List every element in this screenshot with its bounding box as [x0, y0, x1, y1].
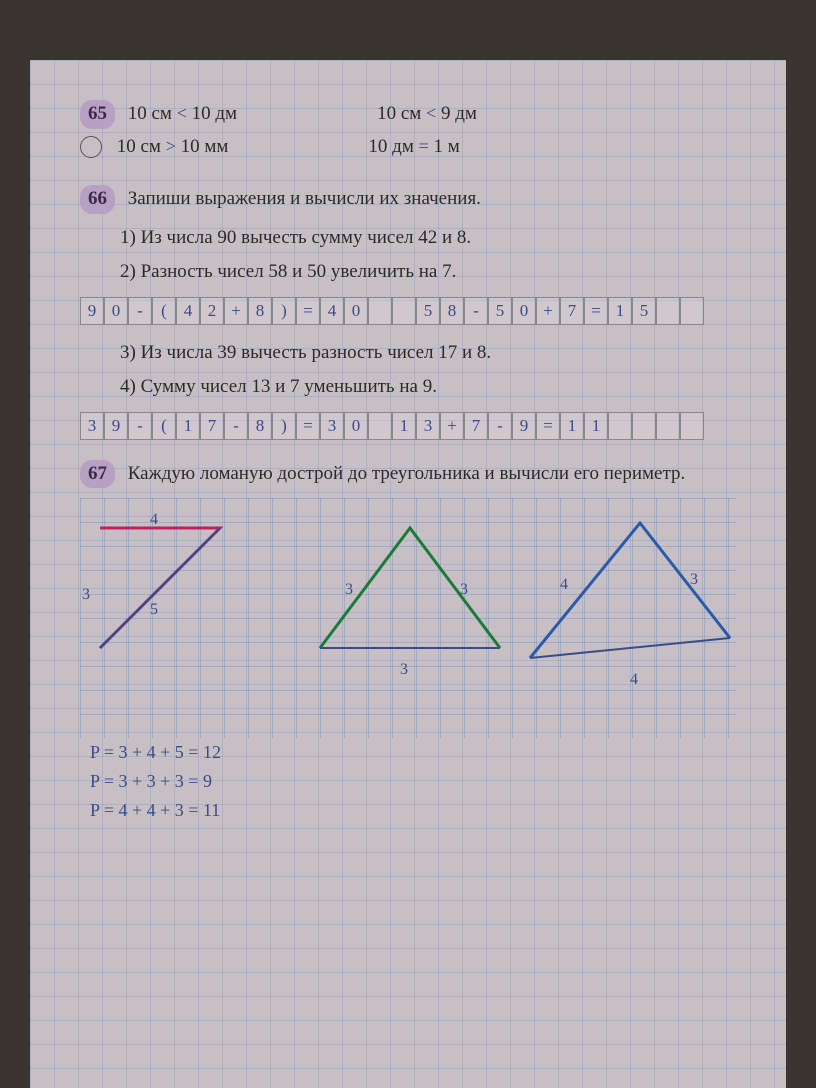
answer-cell: -	[128, 297, 152, 325]
triangle-side-label: 5	[150, 598, 158, 622]
ex66-title: Запиши выражения и вычисли их значения.	[128, 188, 481, 209]
answer-cell: 1	[584, 412, 608, 440]
triangle-side-label: 3	[82, 583, 90, 607]
answer-cell: -	[464, 297, 488, 325]
ex65-r1-la: 10 см	[117, 136, 161, 157]
answer-cell: 0	[512, 297, 536, 325]
ex67-number: 67	[80, 460, 115, 489]
answer-cell: 5	[416, 297, 440, 325]
triangle-side-label: 3	[345, 578, 353, 602]
answer-cell: 8	[248, 412, 272, 440]
ex65-row-1: 65 10 см < 10 дм 10 см < 9 дм	[80, 100, 736, 129]
answer-cell	[608, 412, 632, 440]
face-icon	[80, 136, 102, 158]
answer-cell: +	[440, 412, 464, 440]
ex65-number: 65	[80, 100, 115, 129]
answer-cell	[632, 412, 656, 440]
triangle-side-label: 3	[460, 578, 468, 602]
answer-cell: 1	[392, 412, 416, 440]
ex65-r0-la: 10 см	[128, 103, 172, 124]
answer-cell: 5	[632, 297, 656, 325]
ex65-row-2: 10 см > 10 мм 10 дм = 1 м	[80, 133, 736, 162]
ex65-r1-lop: >	[166, 136, 176, 156]
answer-cell: 7	[200, 412, 224, 440]
ex66-item-3: 3) Из числа 39 вычесть разность чисел 17…	[120, 339, 736, 368]
perimeter-1: P = 3 + 4 + 5 = 12	[90, 738, 736, 767]
answer-cell: 0	[344, 412, 368, 440]
answer-cell	[656, 412, 680, 440]
ex65-r1-rb: 1 м	[434, 136, 460, 157]
answer-cell: +	[536, 297, 560, 325]
triangle-side-label: 4	[630, 668, 638, 692]
triangles-svg	[80, 498, 760, 698]
perimeter-2: P = 3 + 3 + 3 = 9	[90, 767, 736, 796]
answer-cell: 3	[80, 412, 104, 440]
ex67-title: Каждую ломаную дострой до треугольника и…	[128, 463, 686, 484]
ex65-r1-rop: =	[419, 136, 429, 156]
answer-cell	[368, 297, 392, 325]
exercise-65: 65 10 см < 10 дм 10 см < 9 дм 10 см > 10…	[80, 100, 736, 161]
answer-cell: 9	[104, 412, 128, 440]
answer-cell: 7	[560, 297, 584, 325]
triangle-side-label: 4	[150, 508, 158, 532]
answer-cell: 9	[512, 412, 536, 440]
answer-cell	[680, 297, 704, 325]
triangle-side-label: 3	[690, 568, 698, 592]
ex66-item-1: 1) Из числа 90 вычесть сумму чисел 42 и …	[120, 224, 736, 253]
ex65-r1-ra: 10 дм	[368, 136, 413, 157]
answer-cell: (	[152, 297, 176, 325]
answer-cell: 0	[104, 297, 128, 325]
answer-cell: 4	[176, 297, 200, 325]
workbook-page: 65 10 см < 10 дм 10 см < 9 дм 10 см > 10…	[30, 60, 786, 1088]
exercise-66: 66 Запиши выражения и вычисли их значени…	[80, 185, 736, 440]
answer-cell: -	[128, 412, 152, 440]
answer-cell: 3	[416, 412, 440, 440]
answer-cell: =	[296, 297, 320, 325]
triangles-area: 4 3 5 3 3 3 4 3 4	[80, 498, 736, 738]
answer-cell: 5	[488, 297, 512, 325]
answer-cell: 9	[80, 297, 104, 325]
answer-cell: )	[272, 412, 296, 440]
answer-cell: =	[584, 297, 608, 325]
answer-cell: -	[488, 412, 512, 440]
ex66-number: 66	[80, 185, 115, 214]
answer-cell: 8	[440, 297, 464, 325]
answer-cell	[392, 297, 416, 325]
answer-cell: 8	[248, 297, 272, 325]
answer-cell: 1	[176, 412, 200, 440]
answer-cell: =	[536, 412, 560, 440]
answer-cell: 3	[320, 412, 344, 440]
ex65-r0-lop: <	[177, 103, 187, 123]
ex65-r0-rop: <	[426, 103, 436, 123]
perimeter-3: P = 4 + 4 + 3 = 11	[90, 796, 736, 825]
triangle-side-label: 3	[400, 658, 408, 682]
answer-cell	[680, 412, 704, 440]
answer-cell	[656, 297, 680, 325]
ex66-item-4: 4) Сумму чисел 13 и 7 уменьшить на 9.	[120, 373, 736, 402]
answer-cell: -	[224, 412, 248, 440]
ex66-answer-row-2: 39-(17-8)=3013+7-9=11	[80, 412, 736, 440]
answer-cell: 2	[200, 297, 224, 325]
answer-cell: 7	[464, 412, 488, 440]
answer-cell: 0	[344, 297, 368, 325]
answer-cell: 4	[320, 297, 344, 325]
exercise-67: 67 Каждую ломаную дострой до треугольник…	[80, 460, 736, 825]
ex66-answer-row-1: 90-(42+8)=4058-50+7=15	[80, 297, 736, 325]
ex65-r0-ra: 10 см	[377, 103, 421, 124]
answer-cell	[368, 412, 392, 440]
answer-cell: 1	[560, 412, 584, 440]
answer-cell: 1	[608, 297, 632, 325]
ex65-r0-rb: 9 дм	[441, 103, 477, 124]
answer-cell: +	[224, 297, 248, 325]
answer-cell: =	[296, 412, 320, 440]
ex65-r0-lb: 10 дм	[192, 103, 237, 124]
answer-cell: (	[152, 412, 176, 440]
triangle-side-label: 4	[560, 573, 568, 597]
answer-cell: )	[272, 297, 296, 325]
ex65-r1-lb: 10 мм	[181, 136, 229, 157]
ex66-item-2: 2) Разность чисел 58 и 50 увеличить на 7…	[120, 258, 736, 287]
